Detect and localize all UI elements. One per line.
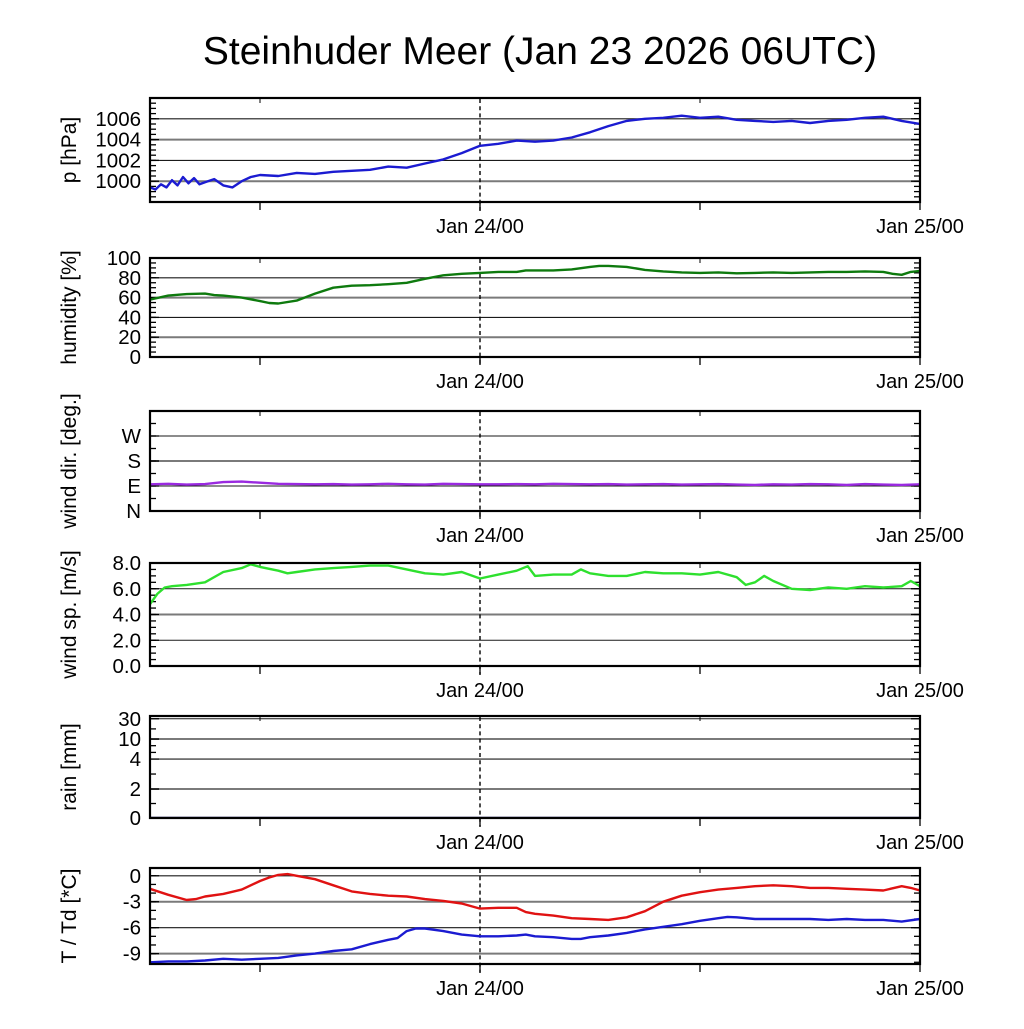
x-tick-label: Jan 24/00	[436, 371, 524, 393]
x-tick-label: Jan 25/00	[876, 978, 964, 1000]
y-tick-label-temperature: -3	[123, 891, 141, 914]
x-tick-label: Jan 25/00	[876, 216, 964, 238]
y-axis-label-humidity: humidity [%]	[58, 250, 81, 364]
x-tick-label: Jan 25/00	[876, 832, 964, 854]
panel-border	[148, 409, 922, 513]
y-tick-label-pressure: 1006	[95, 108, 141, 131]
y-tick-label-humidity: 100	[107, 247, 141, 270]
y-tick-label-winddir: S	[127, 450, 141, 473]
series-temperature-line	[150, 872, 920, 922]
panel-border	[148, 866, 922, 966]
y-tick-label-rain: 2	[130, 778, 141, 801]
y-tick-label-rain: 4	[130, 748, 141, 771]
series-humidity-line	[150, 264, 920, 305]
y-tick-label-winddir: E	[127, 475, 141, 498]
y-tick-label-rain: 0	[130, 807, 141, 830]
y-tick-label-pressure: 1002	[95, 149, 141, 172]
x-tick-label: Jan 24/00	[436, 525, 524, 547]
y-axis-label-windspeed: wind sp. [m/s]	[58, 550, 81, 679]
panel-border	[148, 561, 922, 668]
y-tick-label-windspeed: 8.0	[113, 552, 142, 575]
chart-title: Steinhuder Meer (Jan 23 2026 06UTC)	[203, 30, 877, 73]
y-tick-label-temperature: -9	[123, 943, 141, 966]
x-tick-label: Jan 25/00	[876, 371, 964, 393]
panel-border	[148, 714, 922, 820]
y-tick-label-temperature: 0	[130, 865, 141, 888]
x-tick-label: Jan 25/00	[876, 525, 964, 547]
x-tick-label: Jan 24/00	[436, 978, 524, 1000]
y-tick-label-temperature: -6	[123, 917, 141, 940]
x-tick-label: Jan 24/00	[436, 832, 524, 854]
series-wind-direction-line	[150, 480, 920, 487]
y-tick-label-windspeed: 6.0	[113, 578, 142, 601]
y-axis-label-temperature: T / Td [*C]	[58, 869, 81, 964]
y-tick-label-humidity: 60	[118, 287, 141, 310]
y-tick-label-pressure: 1000	[95, 170, 141, 193]
x-tick-label: Jan 25/00	[876, 680, 964, 702]
y-tick-label-winddir: W	[122, 425, 142, 448]
series-wind-speed-line	[150, 563, 920, 606]
panel-windspeed: Jan 24/00 Jan 25/00 0.0 2.04.0 6.0 8.0 wind sp…	[58, 550, 964, 702]
y-tick-label-humidity: 0	[130, 346, 141, 369]
y-tick-label-humidity: 20	[118, 326, 141, 349]
y-axis-label-winddir: wind dir. [deg.]	[58, 393, 81, 529]
y-tick-label-windspeed: 4.0	[113, 604, 142, 627]
y-tick-label-windspeed: 0.0	[113, 655, 142, 678]
y-tick-label-rain: 10	[118, 728, 141, 751]
y-tick-label-humidity: 40	[118, 306, 141, 329]
x-tick-label: Jan 24/00	[436, 216, 524, 238]
series-pressure-line	[150, 114, 920, 191]
panel-border	[148, 256, 922, 359]
x-tick-label: Jan 24/00	[436, 680, 524, 702]
y-tick-label-winddir: N	[126, 500, 141, 523]
y-tick-label-humidity: 80	[118, 267, 141, 290]
y-tick-label-pressure: 1004	[95, 129, 141, 152]
series-dewpoint-line	[150, 915, 920, 964]
panel-temperature: Jan 24/00 Jan 25/00 0 -3 -6 -9 T / Td [*C]	[58, 865, 964, 1000]
y-axis-label-pressure: p [hPa]	[58, 117, 81, 184]
y-tick-label-rain: 30	[118, 708, 141, 731]
y-tick-label-windspeed: 2.0	[113, 629, 142, 652]
panel-border	[148, 96, 922, 204]
y-axis-label-rain: rain [mm]	[58, 723, 81, 811]
